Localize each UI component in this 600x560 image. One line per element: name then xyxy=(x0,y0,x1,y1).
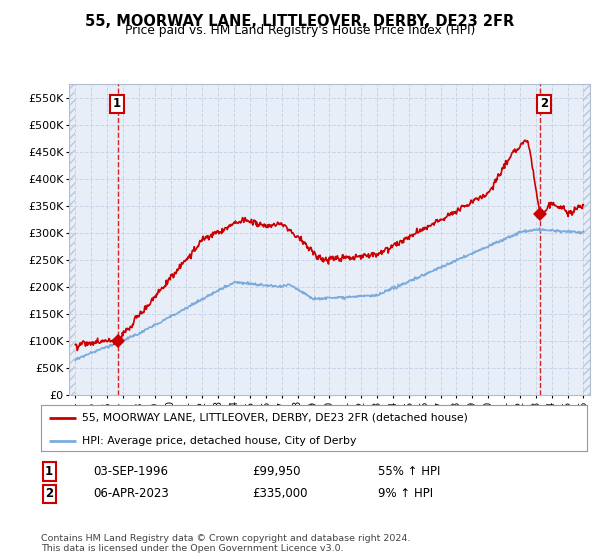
Text: 55% ↑ HPI: 55% ↑ HPI xyxy=(378,465,440,478)
Text: 1: 1 xyxy=(113,97,121,110)
Bar xyxy=(69,84,76,395)
Bar xyxy=(583,84,590,395)
Text: HPI: Average price, detached house, City of Derby: HPI: Average price, detached house, City… xyxy=(82,436,356,446)
Text: 55, MOORWAY LANE, LITTLEOVER, DERBY, DE23 2FR (detached house): 55, MOORWAY LANE, LITTLEOVER, DERBY, DE2… xyxy=(82,413,467,423)
Text: 2: 2 xyxy=(540,97,548,110)
Text: 06-APR-2023: 06-APR-2023 xyxy=(93,487,169,501)
Text: £99,950: £99,950 xyxy=(252,465,301,478)
Text: £335,000: £335,000 xyxy=(252,487,308,501)
Text: Price paid vs. HM Land Registry's House Price Index (HPI): Price paid vs. HM Land Registry's House … xyxy=(125,24,475,36)
Text: 55, MOORWAY LANE, LITTLEOVER, DERBY, DE23 2FR: 55, MOORWAY LANE, LITTLEOVER, DERBY, DE2… xyxy=(85,14,515,29)
Text: This data is licensed under the Open Government Licence v3.0.: This data is licensed under the Open Gov… xyxy=(41,544,343,553)
Text: 2: 2 xyxy=(45,487,53,501)
Text: 1: 1 xyxy=(45,465,53,478)
Text: 03-SEP-1996: 03-SEP-1996 xyxy=(93,465,168,478)
Text: Contains HM Land Registry data © Crown copyright and database right 2024.: Contains HM Land Registry data © Crown c… xyxy=(41,534,410,543)
Text: 9% ↑ HPI: 9% ↑ HPI xyxy=(378,487,433,501)
